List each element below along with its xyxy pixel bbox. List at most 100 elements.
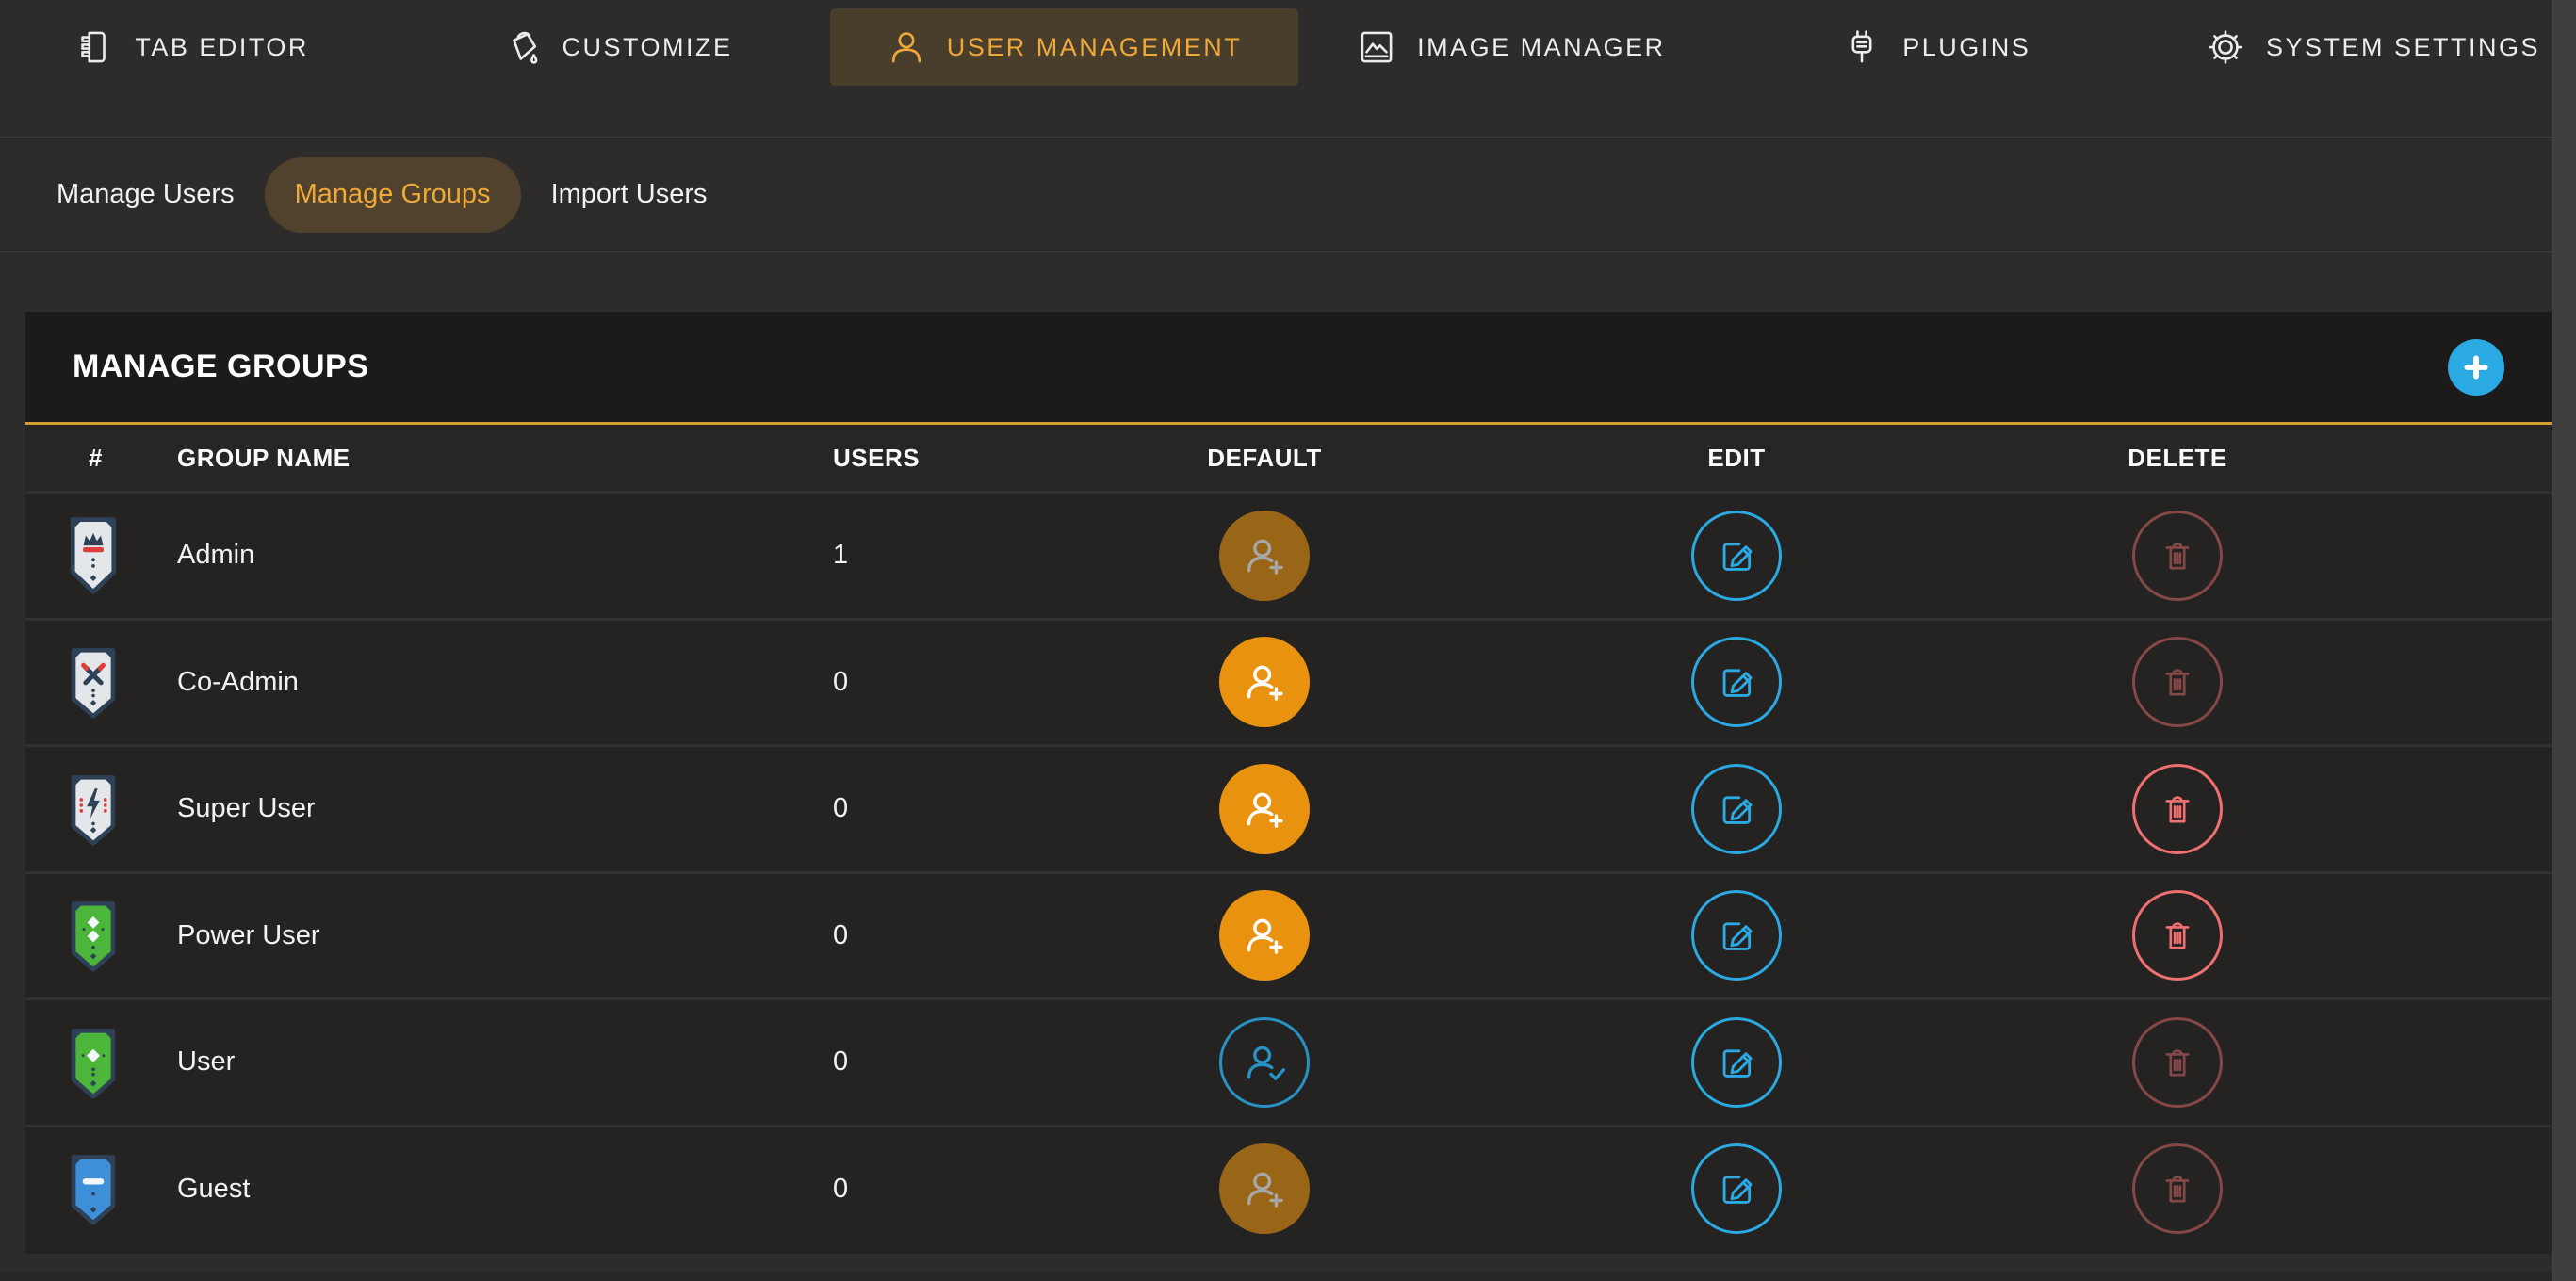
delete-group-button[interactable] (2132, 510, 2223, 601)
group-name: Admin (177, 540, 255, 571)
user-diamond-badge-icon (68, 1025, 119, 1100)
subtab-manage-users[interactable]: Manage Users (26, 157, 265, 233)
edit-icon (1722, 543, 1753, 571)
user-plus-icon (1247, 665, 1283, 701)
column-header-delete: DELETE (2128, 443, 2227, 472)
trash-icon (2165, 669, 2190, 696)
nav-system-settings[interactable]: System Settings (2149, 8, 2576, 86)
nav-user-management[interactable]: User Management (829, 8, 1299, 86)
edit-group-button[interactable] (1691, 763, 1782, 854)
nav-label: User Management (946, 32, 1243, 61)
edit-icon (1722, 922, 1753, 951)
guest-bar-badge-icon (68, 1151, 119, 1226)
group-name: Super User (177, 793, 316, 824)
group-name: Guest (177, 1173, 251, 1204)
subtab-label: Manage Users (57, 179, 235, 209)
group-name: Power User (177, 919, 320, 950)
group-name: Co-Admin (177, 666, 299, 697)
user-plus-icon (1247, 792, 1283, 828)
column-header-edit: EDIT (1707, 443, 1766, 472)
nav-plugins[interactable]: Plugins (1785, 8, 2087, 86)
sub-navigation: Manage Users Manage Groups Import Users (0, 138, 2576, 251)
edit-icon (1722, 669, 1753, 698)
subtab-import-users[interactable]: Import Users (521, 157, 738, 233)
set-default-button[interactable] (1219, 637, 1310, 728)
edit-group-button[interactable] (1691, 1016, 1782, 1108)
subtab-manage-groups[interactable]: Manage Groups (264, 156, 521, 233)
user-plus-icon (1247, 918, 1283, 954)
delete-group-button[interactable] (2132, 637, 2223, 728)
user-plus-icon (1247, 539, 1283, 575)
panel-header: MANAGE GROUPS (25, 312, 2552, 425)
column-header-default: DEFAULT (1207, 443, 1322, 472)
power-user-diamonds-badge-icon (68, 898, 119, 973)
table-header-row: # GROUP NAME USERS DEFAULT EDIT DELETE (25, 425, 2552, 491)
customize-icon (512, 31, 537, 64)
edit-icon (1722, 796, 1753, 824)
page-title: MANAGE GROUPS (73, 349, 369, 384)
group-users-count: 0 (833, 793, 849, 824)
trash-icon (2165, 1176, 2190, 1203)
trash-icon (2165, 795, 2190, 823)
nav-image-manager[interactable]: Image Manager (1300, 8, 1722, 86)
admin-crown-badge-icon (68, 513, 119, 598)
plus-icon (2460, 351, 2492, 383)
image-manager-icon (1361, 31, 1393, 63)
delete-group-button[interactable] (2132, 763, 2223, 854)
nav-customize[interactable]: Customize (446, 8, 790, 86)
subtab-label: Import Users (550, 179, 708, 209)
plugins-icon (1851, 30, 1872, 63)
column-header-users: USERS (833, 443, 921, 472)
set-default-button[interactable] (1219, 763, 1310, 854)
delete-group-button[interactable] (2132, 890, 2223, 981)
set-default-button[interactable] (1219, 510, 1310, 601)
trash-icon (2165, 922, 2190, 949)
page-footer (0, 1272, 2552, 1281)
divider (0, 251, 2552, 252)
divider (0, 137, 2552, 138)
nav-label: System Settings (2265, 32, 2540, 61)
table-row: Super User 0 (25, 744, 2552, 871)
column-header-num: # (89, 443, 103, 472)
nav-label: Customize (562, 32, 733, 61)
nav-label: Plugins (1902, 32, 2031, 61)
edit-group-button[interactable] (1691, 890, 1782, 981)
group-users-count: 1 (833, 540, 849, 571)
top-navigation: Tab Editor Customize User Management Ima… (0, 0, 2576, 137)
nav-tab-editor[interactable]: Tab Editor (18, 8, 366, 86)
subtab-label: Manage Groups (294, 179, 491, 209)
group-users-count: 0 (833, 919, 849, 950)
group-name: User (177, 1046, 236, 1078)
trash-icon (2165, 542, 2190, 570)
user-check-icon (1247, 1046, 1286, 1080)
user-management-icon (891, 32, 921, 63)
delete-group-button[interactable] (2132, 1143, 2223, 1235)
table-row: Co-Admin 0 (25, 617, 2552, 744)
nav-label: Image Manager (1417, 32, 1666, 61)
group-users-count: 0 (833, 1173, 849, 1204)
group-users-count: 0 (833, 1046, 849, 1078)
table-row: Admin 1 (25, 491, 2552, 618)
trash-icon (2165, 1048, 2190, 1077)
set-default-button[interactable] (1219, 890, 1310, 981)
table-row: User 0 (25, 997, 2552, 1125)
user-plus-icon (1247, 1172, 1283, 1208)
tab-editor-icon (81, 31, 106, 63)
nav-label: Tab Editor (135, 32, 309, 61)
set-default-button[interactable] (1219, 1143, 1310, 1235)
table-row: Power User 0 (25, 870, 2552, 997)
scrollbar[interactable] (2552, 0, 2576, 1281)
edit-icon (1722, 1049, 1753, 1078)
column-header-group-name: GROUP NAME (177, 443, 351, 472)
edit-icon (1722, 1176, 1753, 1205)
system-settings-icon (2209, 30, 2242, 64)
co-admin-swords-badge-icon (68, 644, 119, 720)
set-default-button[interactable] (1219, 1016, 1310, 1108)
delete-group-button[interactable] (2132, 1016, 2223, 1108)
edit-group-button[interactable] (1691, 637, 1782, 728)
edit-group-button[interactable] (1691, 1143, 1782, 1235)
manage-groups-panel: MANAGE GROUPS # GROUP NAME USERS DEFAULT… (25, 312, 2552, 1254)
group-users-count: 0 (833, 666, 849, 697)
add-group-button[interactable] (2448, 338, 2504, 396)
edit-group-button[interactable] (1691, 510, 1782, 601)
